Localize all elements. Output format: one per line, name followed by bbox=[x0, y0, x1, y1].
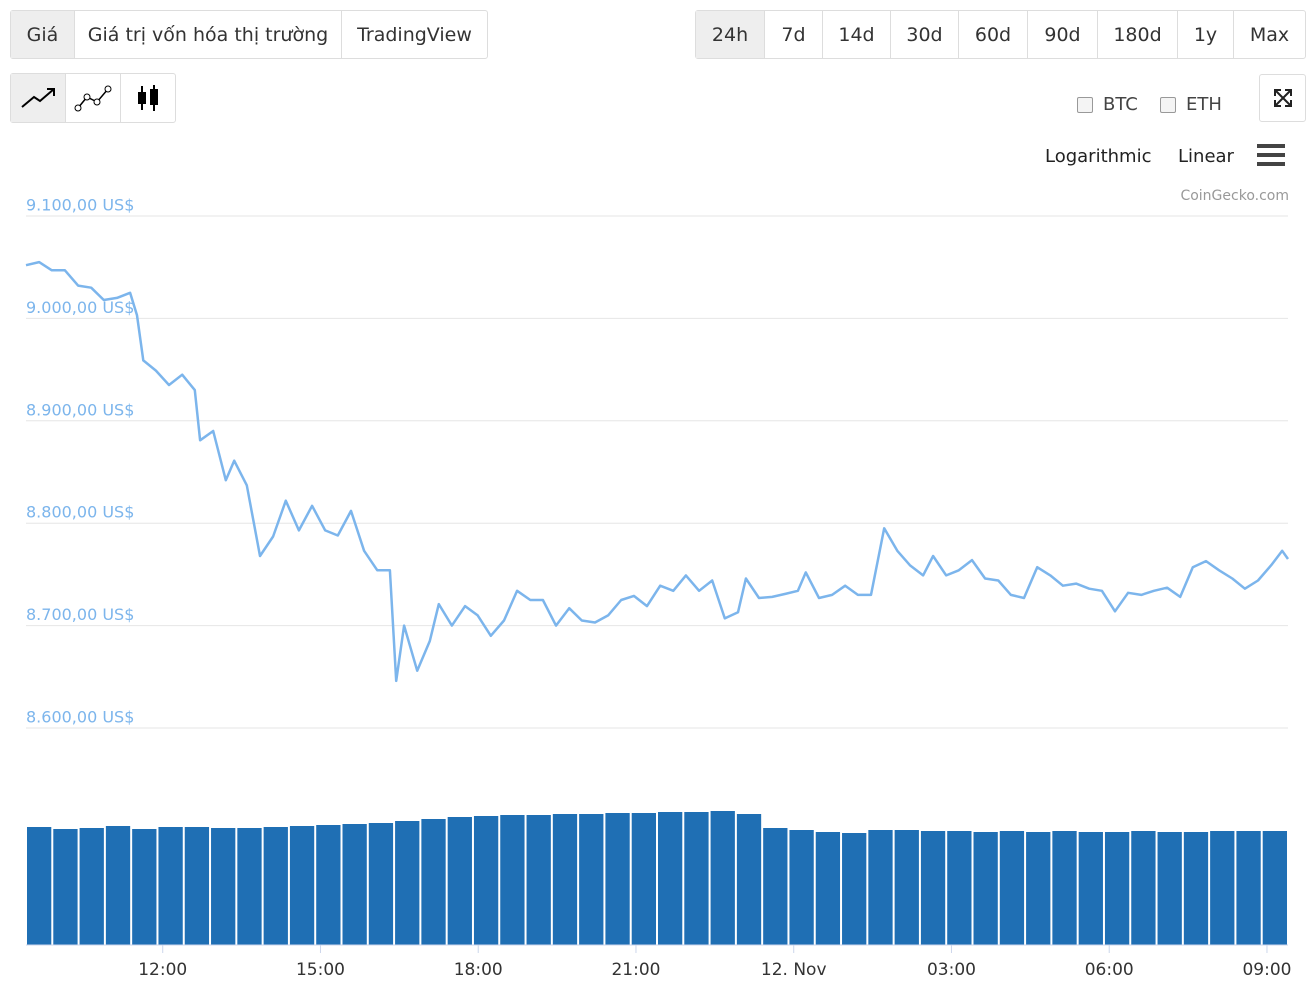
y-tick-label: 8.800,00 US$ bbox=[26, 503, 134, 522]
volume-bar bbox=[526, 815, 551, 945]
x-tick-label: 09:00 bbox=[1242, 960, 1291, 980]
volume-bar bbox=[158, 827, 183, 945]
price-line bbox=[25, 260, 1290, 683]
volume-bar bbox=[1157, 832, 1182, 945]
x-tick-label: 21:00 bbox=[611, 960, 660, 980]
volume-bar bbox=[736, 814, 762, 945]
line-chart-button[interactable] bbox=[11, 74, 66, 122]
volume-bar bbox=[184, 827, 210, 945]
volume-bar bbox=[237, 828, 262, 945]
volume-bar bbox=[920, 831, 946, 945]
y-tick-label: 8.900,00 US$ bbox=[26, 400, 134, 419]
volume-bar bbox=[105, 826, 131, 945]
volume-bar bbox=[1183, 832, 1209, 945]
volume-bar bbox=[368, 823, 394, 945]
volume-bar bbox=[53, 829, 78, 945]
point-chart-button[interactable] bbox=[66, 74, 121, 122]
x-tick-label: 03:00 bbox=[927, 960, 976, 980]
volume-bar bbox=[263, 827, 288, 945]
volume-bar bbox=[211, 828, 236, 945]
volume-bar bbox=[579, 814, 604, 945]
range-button[interactable]: 1y bbox=[1178, 11, 1234, 58]
volume-bar bbox=[289, 826, 315, 945]
volume-bar bbox=[500, 815, 525, 945]
menu-button[interactable] bbox=[1257, 143, 1285, 167]
x-tick-label: 12. Nov bbox=[761, 960, 827, 980]
icon bbox=[1273, 89, 1292, 107]
tab-group: Giá Giá trị vốn hóa thị trường TradingVi… bbox=[10, 10, 488, 59]
volume-bar bbox=[1052, 831, 1077, 945]
volume-bar bbox=[842, 833, 867, 945]
volume-bar bbox=[947, 831, 972, 945]
volume-bar bbox=[552, 814, 578, 945]
tab[interactable]: Giá bbox=[11, 11, 75, 58]
volume-bar bbox=[868, 830, 893, 945]
volume-bar bbox=[395, 821, 420, 945]
range-button[interactable]: Max bbox=[1249, 23, 1290, 46]
icon bbox=[21, 88, 55, 108]
volume-bar bbox=[999, 831, 1025, 945]
range-button[interactable]: 90d bbox=[1028, 11, 1098, 58]
volume-bar bbox=[421, 819, 446, 945]
volume-bar bbox=[1104, 832, 1130, 945]
tab[interactable]: Giá trị vốn hóa thị trường bbox=[75, 11, 342, 58]
scale-option[interactable]: Logarithmic bbox=[1045, 146, 1152, 167]
range-button[interactable]: 60d bbox=[959, 11, 1028, 58]
range-button[interactable]: 14d bbox=[823, 11, 891, 58]
credit: CoinGecko.com bbox=[1180, 188, 1289, 204]
volume-bar bbox=[1026, 832, 1051, 945]
x-tick-label: 15:00 bbox=[296, 960, 345, 980]
label: BTC bbox=[1103, 94, 1138, 115]
volume-bar bbox=[658, 812, 683, 945]
label: ETH bbox=[1186, 94, 1222, 115]
range-button[interactable]: 30d bbox=[891, 11, 959, 58]
volume-bar bbox=[1131, 831, 1156, 945]
range-button[interactable]: 24h bbox=[696, 11, 765, 58]
volume-bar bbox=[132, 829, 157, 945]
volume-bar bbox=[1078, 832, 1103, 945]
y-tick-label: 8.600,00 US$ bbox=[26, 708, 134, 727]
volume-bar bbox=[684, 812, 709, 945]
volume-bar bbox=[342, 824, 367, 945]
x-tick-label: 18:00 bbox=[454, 960, 503, 980]
chart-type-group bbox=[10, 73, 176, 123]
x-tick-label: 06:00 bbox=[1085, 960, 1134, 980]
compare-checkbox[interactable]: ETH bbox=[1160, 94, 1222, 115]
volume-bar bbox=[605, 813, 630, 945]
volume-bar bbox=[447, 817, 472, 945]
volume-bar bbox=[316, 825, 341, 945]
icon bbox=[138, 85, 158, 111]
volume-bar bbox=[27, 827, 52, 945]
candlestick-button[interactable] bbox=[121, 74, 175, 122]
y-tick-label: 8.700,00 US$ bbox=[26, 605, 134, 624]
fullscreen-button[interactable] bbox=[1259, 74, 1306, 122]
volume-bar bbox=[763, 828, 788, 945]
range-group: 24h 7d 14d 30d 60d 90d 180d 1y Max bbox=[695, 10, 1306, 59]
volume-bar bbox=[894, 830, 919, 945]
volume-bar bbox=[815, 832, 841, 945]
tab[interactable]: TradingView bbox=[357, 23, 472, 46]
volume-bar bbox=[1236, 831, 1261, 945]
volume-bar bbox=[1262, 831, 1287, 945]
range-button[interactable]: 7d bbox=[765, 11, 823, 58]
y-tick-label: 9.000,00 US$ bbox=[26, 298, 134, 317]
volume-bar bbox=[973, 832, 998, 945]
volume-bar bbox=[1210, 831, 1235, 945]
volume-bar bbox=[631, 813, 656, 945]
volume-bar bbox=[79, 828, 104, 945]
compare-checkbox[interactable]: BTC bbox=[1077, 94, 1138, 115]
volume-bar bbox=[473, 816, 499, 945]
range-button[interactable]: 180d bbox=[1098, 11, 1178, 58]
icon bbox=[74, 85, 112, 112]
x-tick-label: 12:00 bbox=[138, 960, 187, 980]
volume-bar bbox=[789, 830, 814, 945]
volume-bar bbox=[710, 811, 735, 945]
scale-option[interactable]: Linear bbox=[1178, 146, 1234, 167]
y-tick-label: 9.100,00 US$ bbox=[26, 196, 134, 215]
